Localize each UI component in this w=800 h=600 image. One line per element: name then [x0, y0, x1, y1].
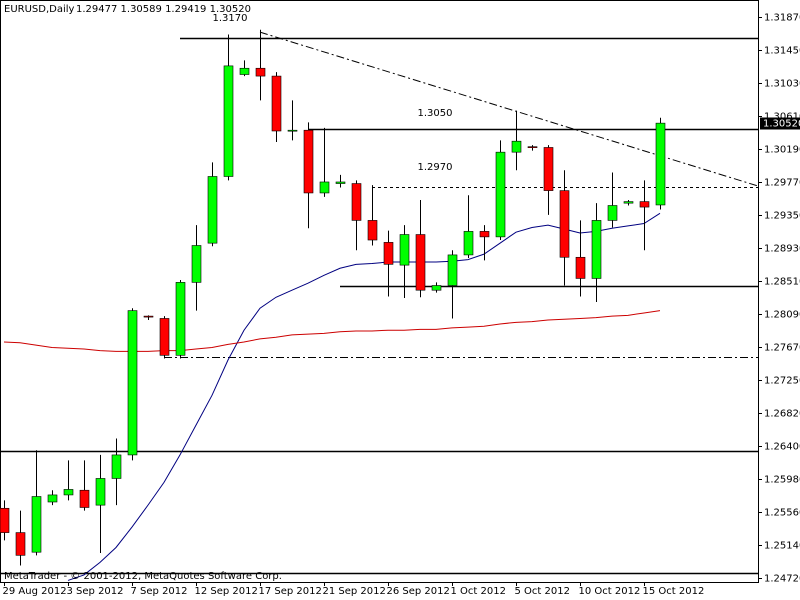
x-tick-label: 15 Oct 2012 — [643, 586, 705, 597]
candle-body — [159, 318, 170, 356]
y-tick-label: 1.30610 — [764, 112, 800, 123]
candle-body — [143, 315, 154, 318]
candle-body — [351, 183, 362, 221]
candle-body — [527, 146, 538, 148]
candle-body — [479, 231, 490, 238]
price-tag-label: 1.30520 — [763, 119, 800, 130]
line-label: 1.2970 — [418, 162, 453, 173]
y-tick-label: 1.27670 — [764, 343, 800, 354]
price-tag — [760, 117, 800, 130]
watermark: MetaTrader - © 2001-2012, MetaQuotes Sof… — [4, 571, 282, 582]
candle-body — [655, 122, 666, 206]
candle-body — [287, 129, 298, 132]
y-tick-label: 1.29770 — [764, 178, 800, 189]
y-tick-label: 1.29350 — [764, 211, 800, 222]
candle-body — [207, 176, 218, 244]
x-tick-label: 29 Aug 2012 — [3, 586, 67, 597]
plot-frame — [0, 0, 759, 583]
line-label: 1.3050 — [418, 108, 453, 119]
y-tick-label: 1.28930 — [764, 244, 800, 255]
candle-body — [303, 129, 314, 194]
ohlc-label: 1.29477 1.30589 1.29419 1.30520 — [76, 4, 251, 15]
candle-body — [559, 190, 570, 258]
candle-body — [63, 489, 74, 496]
candle-body — [175, 282, 186, 356]
candle-body — [607, 205, 618, 221]
candle-body — [79, 489, 90, 508]
candle-body — [463, 231, 474, 256]
symbol-label: EURUSD,Daily — [4, 4, 75, 15]
candle-body — [255, 67, 266, 77]
y-tick-label: 1.26820 — [764, 409, 800, 420]
candle-body — [543, 147, 554, 191]
x-tick-label: 12 Sep 2012 — [195, 586, 258, 597]
candle-body — [271, 75, 282, 132]
candle-body — [127, 310, 138, 456]
candle-body — [15, 532, 26, 556]
candle-body — [623, 201, 634, 204]
y-tick-label: 1.30190 — [764, 145, 800, 156]
y-tick-label: 1.31450 — [764, 46, 800, 57]
candle-body — [447, 254, 458, 286]
candle-body — [399, 234, 410, 266]
y-tick-label: 1.26400 — [764, 442, 800, 453]
candle-body — [335, 181, 346, 184]
x-tick-label: 7 Sep 2012 — [131, 586, 188, 597]
y-tick-label: 1.27250 — [764, 376, 800, 387]
y-tick-label: 1.25980 — [764, 475, 800, 486]
candle-body — [431, 285, 442, 291]
candle-body — [575, 256, 586, 279]
candle-body — [191, 245, 202, 283]
candle-body — [31, 496, 42, 553]
x-tick-label: 21 Sep 2012 — [323, 586, 386, 597]
candle-body — [95, 478, 106, 506]
y-tick-label: 1.31870 — [764, 13, 800, 24]
y-tick-label: 1.28090 — [764, 310, 800, 321]
trendline — [259, 31, 758, 187]
x-tick-label: 3 Sep 2012 — [67, 586, 124, 597]
y-tick-label: 1.25140 — [764, 541, 800, 552]
candle-body — [383, 242, 394, 265]
candle-body — [367, 220, 378, 241]
candle-body — [319, 181, 330, 194]
x-tick-label: 17 Sep 2012 — [259, 586, 322, 597]
candle-body — [415, 234, 426, 291]
x-tick-label: 26 Sep 2012 — [387, 586, 450, 597]
moving-average — [3, 310, 661, 352]
x-tick-label: 1 Oct 2012 — [451, 586, 506, 597]
candle-body — [639, 201, 650, 208]
candle-body — [111, 454, 122, 479]
candle-body — [591, 220, 602, 279]
x-tick-label: 10 Oct 2012 — [579, 586, 641, 597]
y-tick-label: 1.25560 — [764, 508, 800, 519]
candle-body — [0, 507, 10, 533]
candle-body — [239, 67, 250, 75]
x-tick-label: 5 Oct 2012 — [515, 586, 570, 597]
candle-body — [223, 65, 234, 177]
y-tick-label: 1.31030 — [764, 79, 800, 90]
line-label: 1.3170 — [213, 13, 248, 24]
y-tick-label: 1.28510 — [764, 277, 800, 288]
candle-body — [47, 494, 58, 503]
candle-body — [495, 151, 506, 238]
y-tick-label: 1.24720 — [764, 574, 800, 585]
candle-body — [511, 140, 522, 153]
